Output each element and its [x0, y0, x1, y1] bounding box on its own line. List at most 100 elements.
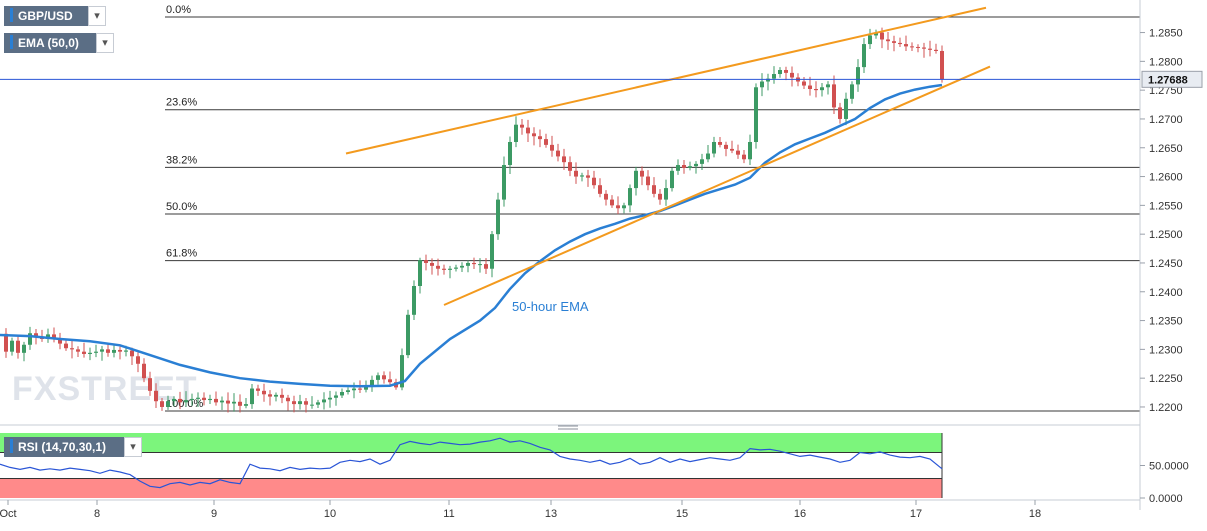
candle-body — [292, 401, 296, 405]
candle-body — [244, 404, 248, 406]
candle-body — [412, 286, 416, 315]
candle-body — [880, 32, 884, 40]
trend-line[interactable] — [345, 6, 987, 155]
candle-body — [280, 394, 284, 398]
candle-body — [538, 136, 542, 140]
candle-body — [298, 401, 302, 405]
candle-body — [658, 193, 662, 200]
candle-body — [754, 87, 758, 142]
chevron-down-icon[interactable]: ▾ — [88, 6, 106, 26]
candle-body — [100, 349, 104, 352]
candle-body — [580, 175, 584, 177]
candle-body — [364, 386, 368, 390]
instrument-label-text: GBP/USD — [18, 9, 73, 23]
price-tick-label: 1.2650 — [1149, 143, 1183, 155]
candle-body — [148, 378, 152, 391]
candle-body — [910, 46, 914, 48]
indicator-label[interactable]: EMA (50,0) ▾ — [4, 33, 114, 53]
candle-body — [664, 188, 668, 200]
fib-level-label: 0.0% — [166, 4, 191, 16]
rsi-label[interactable]: RSI (14,70,30,1) ▾ — [4, 437, 142, 457]
candle-body — [4, 333, 8, 352]
candle-body — [904, 44, 908, 47]
candle-body — [382, 375, 386, 380]
candle-body — [862, 44, 866, 68]
candle-body — [172, 398, 176, 402]
candle-body — [250, 388, 254, 405]
price-tick-label: 1.2200 — [1149, 402, 1183, 414]
candle-body — [568, 162, 572, 171]
fib-level-label: 38.2% — [166, 154, 197, 166]
candle-body — [112, 349, 116, 353]
candle-body — [418, 260, 422, 287]
candle-body — [634, 170, 638, 189]
candle-body — [844, 98, 848, 119]
candle-body — [646, 176, 650, 186]
candle-body — [916, 46, 920, 48]
candle-body — [274, 394, 278, 397]
candle-body — [724, 144, 728, 149]
time-tick-label: 18 — [1029, 508, 1041, 520]
series-color-marker — [10, 8, 13, 22]
candle-body — [304, 401, 308, 405]
candle-body — [466, 262, 470, 266]
price-tick-label: 1.2600 — [1149, 172, 1183, 184]
candle-body — [268, 394, 272, 397]
candle-body — [262, 390, 266, 395]
candle-body — [820, 87, 824, 91]
candle-body — [346, 390, 350, 392]
candle-body — [136, 356, 140, 364]
candle-body — [340, 391, 344, 396]
rsi-label-text: RSI (14,70,30,1) — [18, 440, 107, 454]
candle-body — [328, 397, 332, 400]
candle-body — [496, 199, 500, 235]
time-tick-label: 10 — [324, 508, 336, 520]
candle-body — [574, 170, 578, 177]
candle-body — [940, 50, 944, 80]
price-tick-label: 1.2350 — [1149, 316, 1183, 328]
candle-body — [832, 84, 836, 108]
candle-body — [886, 39, 890, 42]
candle-body — [592, 177, 596, 186]
chevron-down-icon[interactable]: ▾ — [124, 437, 142, 457]
candle-body — [610, 199, 614, 206]
candle-body — [670, 170, 674, 189]
candle-body — [22, 344, 26, 353]
candle-body — [478, 264, 482, 266]
rsi-color-marker — [10, 439, 13, 453]
candle-body — [826, 84, 830, 88]
candle-body — [556, 150, 560, 157]
candle-body — [454, 267, 458, 269]
candle-body — [106, 349, 110, 353]
candle-body — [130, 350, 134, 357]
candle-body — [166, 401, 170, 407]
time-tick-label: 9 — [211, 508, 217, 520]
candle-body — [370, 379, 374, 387]
chevron-down-icon[interactable]: ▾ — [96, 33, 114, 53]
candle-body — [502, 165, 506, 200]
candle-body — [388, 379, 392, 383]
candle-body — [640, 170, 644, 177]
candle-body — [400, 355, 404, 388]
candle-body — [160, 401, 164, 407]
ema-annotation: 50-hour EMA — [512, 299, 589, 314]
candle-body — [586, 175, 590, 178]
candle-body — [82, 351, 86, 354]
candle-body — [124, 350, 128, 352]
ema-color-marker — [10, 35, 13, 49]
candle-body — [472, 262, 476, 265]
candle-body — [406, 314, 410, 356]
candle-body — [142, 363, 146, 379]
time-tick-label: 17 — [910, 508, 922, 520]
candle-body — [10, 340, 14, 352]
candle-body — [202, 397, 206, 401]
pane-divider[interactable] — [0, 424, 1140, 430]
candle-body — [682, 165, 686, 168]
candle-body — [154, 390, 158, 402]
instrument-label[interactable]: GBP/USD ▾ — [4, 6, 106, 26]
trend-line[interactable] — [443, 65, 991, 306]
candle-body — [58, 338, 62, 344]
candle-body — [52, 334, 56, 339]
price-tick-label: 1.2800 — [1149, 56, 1183, 68]
price-tick-label: 1.2700 — [1149, 114, 1183, 126]
